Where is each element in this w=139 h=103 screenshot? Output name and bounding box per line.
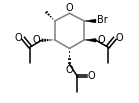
- Polygon shape: [84, 39, 96, 42]
- Text: Br: Br: [97, 15, 108, 25]
- Text: O: O: [97, 35, 105, 45]
- Text: O: O: [116, 33, 123, 43]
- Text: O: O: [66, 3, 73, 13]
- Text: O: O: [33, 35, 40, 45]
- Text: O: O: [15, 33, 22, 43]
- Text: O: O: [88, 71, 95, 81]
- Text: O: O: [65, 65, 73, 75]
- Polygon shape: [84, 19, 96, 23]
